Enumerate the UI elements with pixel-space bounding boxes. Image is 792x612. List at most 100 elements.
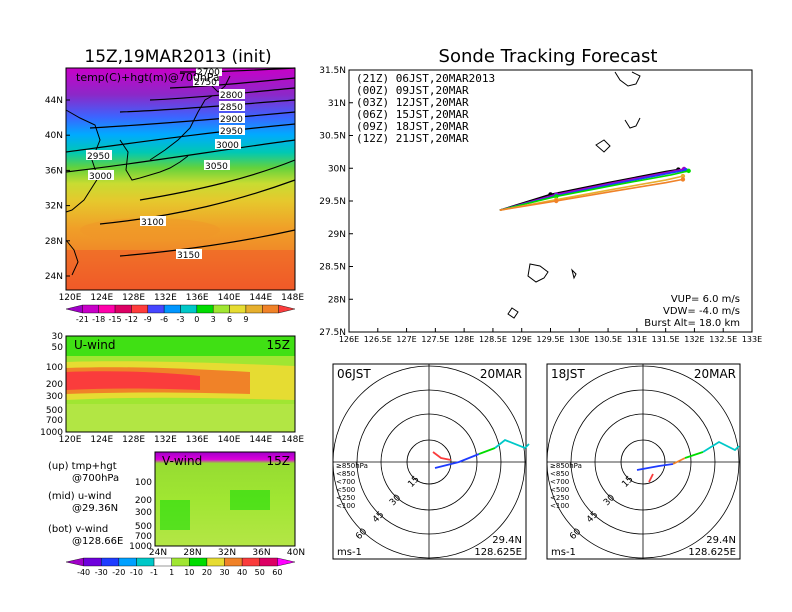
temp-colorbar-swatch bbox=[229, 304, 247, 314]
u-wind-level-tick: 50 bbox=[52, 343, 64, 353]
coastlines bbox=[65, 75, 231, 276]
track-lat-tick: 27.5N bbox=[319, 328, 346, 338]
track-point bbox=[554, 194, 559, 199]
hodograph-trace bbox=[434, 453, 480, 469]
temp-colorbar-swatch bbox=[262, 304, 279, 314]
track-title: Sonde Tracking Forecast bbox=[439, 46, 658, 67]
map-lon-tick: 132E bbox=[154, 293, 177, 303]
track-lat-tick: 31.5N bbox=[319, 66, 346, 76]
v-wind-lat-axis: 24N 28N 32N 36N 40N bbox=[149, 548, 305, 558]
wind-colorbar-swatch bbox=[224, 557, 243, 567]
wind-colorbar-swatch bbox=[259, 557, 278, 567]
temp-colorbar-swatch bbox=[131, 304, 148, 314]
temp-map: 2700 2750 2800 2850 2900 2950 2950 3000 … bbox=[65, 66, 296, 291]
u-wind-lon-tick: 120E bbox=[59, 435, 82, 445]
hodograph-trace bbox=[702, 440, 740, 453]
v-wind-level-tick: 500 bbox=[135, 522, 152, 532]
hodograph-trace bbox=[636, 463, 674, 471]
track-lon-tick: 133E bbox=[742, 335, 762, 344]
contour-label: 3050 bbox=[205, 162, 228, 172]
hodograph-level-label: <500 bbox=[336, 486, 355, 494]
map-lon-tick: 124E bbox=[90, 293, 113, 303]
wind-colorbar-label: -30 bbox=[95, 568, 108, 577]
track-lon-tick: 126E bbox=[339, 335, 359, 344]
param-vdw: VDW= -4.0 m/s bbox=[663, 306, 740, 317]
wind-colorbar-label: 10 bbox=[184, 568, 194, 577]
u-wind-time: 15Z bbox=[267, 338, 291, 352]
u-wind-level-tick: 500 bbox=[46, 406, 63, 416]
v-wind-level-tick: 300 bbox=[135, 508, 152, 518]
hodograph-lat: 29.4N bbox=[492, 535, 522, 546]
track-lat-tick: 31N bbox=[328, 99, 346, 109]
v-wind-time: 15Z bbox=[267, 454, 291, 468]
u-wind-lon-tick: 136E bbox=[186, 435, 209, 445]
contour-label: 2800 bbox=[220, 91, 243, 101]
hodograph-level-label: <250 bbox=[550, 494, 569, 502]
contour-label: 2700 bbox=[197, 68, 220, 78]
u-wind-lon-tick: 128E bbox=[122, 435, 145, 445]
contour-label: 3100 bbox=[141, 218, 164, 228]
track-series bbox=[499, 166, 691, 211]
track-point bbox=[554, 198, 559, 204]
u-wind-level-tick: 300 bbox=[46, 392, 63, 402]
temp-colorbar-swatch bbox=[213, 304, 230, 314]
note-line: @29.36N bbox=[72, 503, 118, 514]
wind-colorbar-label: 50 bbox=[255, 568, 265, 577]
track-lon-tick: 132E bbox=[684, 335, 704, 344]
param-burst: Burst Alt= 18.0 km bbox=[644, 318, 740, 329]
v-wind-lat-tick: 32N bbox=[218, 548, 236, 558]
map-lon-tick: 120E bbox=[59, 293, 82, 303]
v-wind-level-tick: 100 bbox=[135, 478, 152, 488]
hodograph-unit: ms-1 bbox=[551, 547, 576, 558]
track-lat-tick: 28N bbox=[328, 295, 346, 305]
wind-colorbar-swatch bbox=[171, 557, 190, 567]
note-line: (mid) u-wind bbox=[48, 491, 111, 502]
legend-entry: (03Z) 12JST,20MAR bbox=[356, 96, 469, 109]
u-wind-lon-tick: 124E bbox=[90, 435, 113, 445]
wind-colorbar-swatch bbox=[83, 557, 102, 567]
u-wind-level-tick: 700 bbox=[46, 416, 63, 426]
track-line bbox=[499, 178, 684, 211]
hodograph-level-label: <500 bbox=[550, 486, 569, 494]
temp-colorbar-label: -9 bbox=[144, 315, 152, 324]
hodograph-trace bbox=[648, 473, 654, 483]
track-lon-tick: 127E bbox=[396, 335, 416, 344]
track-lon-tick: 128E bbox=[454, 335, 474, 344]
wind-colorbar-swatch bbox=[101, 557, 120, 567]
track-lat-tick: 28.5N bbox=[319, 263, 346, 273]
hodograph-level-label: <850 bbox=[550, 470, 569, 478]
wind-colorbar-swatch bbox=[65, 557, 84, 567]
panel-notes: (up) tmp+hgt @700hPa (mid) u-wind @29.36… bbox=[48, 461, 123, 547]
wind-colorbar-label: 40 bbox=[237, 568, 247, 577]
temp-colorbar-swatch bbox=[163, 304, 181, 314]
track-lat-tick: 30.5N bbox=[319, 132, 346, 142]
contour-label: 3150 bbox=[177, 251, 200, 261]
wind-colorbar: -40 -30 -20 -10 -1 1 10 20 30 40 50 60 bbox=[65, 557, 296, 577]
track-line bbox=[499, 168, 679, 211]
hodograph-time: 06JST bbox=[337, 367, 371, 381]
legend-entry: (06Z) 15JST,20MAR bbox=[356, 108, 469, 121]
v-wind-lat-tick: 28N bbox=[183, 548, 201, 558]
launch-params: VUP= 6.0 m/s VDW= -4.0 m/s Burst Alt= 18… bbox=[644, 294, 740, 329]
temp-colorbar-label: -3 bbox=[177, 315, 185, 324]
contour-label: 2750 bbox=[194, 78, 217, 88]
u-wind-level-tick: 1000 bbox=[40, 428, 63, 438]
wind-colorbar-label: 20 bbox=[202, 568, 212, 577]
wind-colorbar-swatch bbox=[206, 557, 225, 567]
wind-colorbar-label: 1 bbox=[169, 568, 174, 577]
warm-band bbox=[80, 218, 220, 242]
note-line: @700hPa bbox=[72, 473, 119, 484]
track-lon-tick: 130.5E bbox=[594, 335, 622, 344]
v-wind-lat-tick: 24N bbox=[149, 548, 167, 558]
temp-colorbar-swatch bbox=[82, 304, 99, 314]
temp-colorbar-swatch bbox=[180, 304, 198, 314]
map-frame bbox=[65, 67, 296, 291]
hodograph-trace bbox=[684, 451, 704, 459]
temp-colorbar-swatch bbox=[147, 304, 165, 314]
contour-label: 2900 bbox=[220, 115, 243, 125]
v-wind-label: V-wind bbox=[162, 454, 202, 468]
u-wind-lon-tick: 144E bbox=[249, 435, 272, 445]
hodograph-level-label: ≥850hPa bbox=[336, 462, 368, 470]
